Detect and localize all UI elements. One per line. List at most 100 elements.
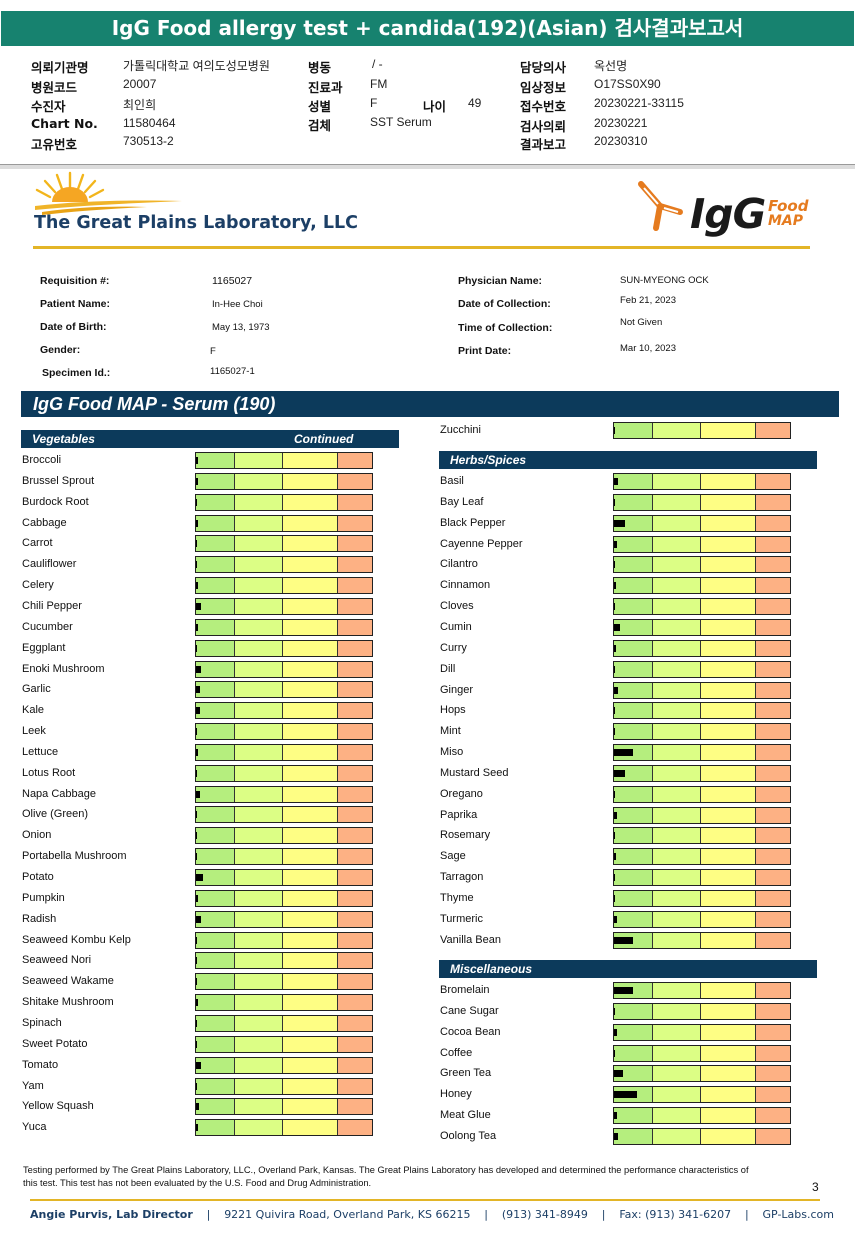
reactivity-bar bbox=[613, 422, 791, 439]
result-row: Turmeric bbox=[440, 910, 791, 928]
reactivity-zone bbox=[196, 849, 235, 865]
sex-label: 성별 bbox=[308, 99, 332, 114]
reactivity-level-marker bbox=[196, 728, 197, 736]
reactivity-zone bbox=[701, 1003, 756, 1019]
reactivity-zone bbox=[196, 1099, 235, 1115]
reactivity-zone bbox=[235, 682, 283, 698]
reactivity-zone bbox=[614, 828, 653, 844]
result-row: Meat Glue bbox=[440, 1107, 791, 1125]
reactivity-zone bbox=[756, 786, 790, 802]
food-name: Potato bbox=[22, 871, 54, 883]
result-row: Mint bbox=[440, 723, 791, 741]
reactivity-level-marker bbox=[614, 987, 633, 994]
reactivity-zone bbox=[756, 661, 790, 677]
reactivity-level-marker bbox=[196, 769, 197, 777]
reactivity-zone bbox=[756, 1024, 790, 1040]
reactivity-zone bbox=[653, 557, 701, 573]
reactivity-zone bbox=[653, 703, 701, 719]
reactivity-zone bbox=[614, 786, 653, 802]
reactivity-zone bbox=[235, 828, 283, 844]
reactivity-zone bbox=[701, 619, 756, 635]
patient-value: 최인희 bbox=[123, 98, 157, 112]
age-label: 나이 bbox=[423, 99, 447, 114]
food-name: Portabella Mushroom bbox=[22, 850, 127, 863]
reactivity-level-marker bbox=[196, 477, 198, 485]
reactivity-zone bbox=[614, 474, 653, 489]
reactivity-zone bbox=[701, 807, 756, 823]
reactivity-zone bbox=[283, 619, 338, 635]
reactivity-bar bbox=[195, 869, 373, 886]
food-name: Eggplant bbox=[22, 641, 66, 654]
result-row: Zucchini bbox=[440, 422, 791, 439]
reactivity-zone bbox=[235, 703, 283, 719]
reactivity-level-marker bbox=[614, 769, 625, 777]
reactivity-zone bbox=[283, 932, 338, 948]
reactivity-zone bbox=[701, 765, 756, 781]
reactivity-zone bbox=[756, 578, 790, 594]
reactivity-level-marker bbox=[614, 874, 615, 882]
patient-name-value: In-Hee Choi bbox=[212, 299, 263, 310]
reactivity-zone bbox=[338, 640, 372, 656]
reactivity-level-marker bbox=[196, 1019, 197, 1027]
reactivity-level-marker bbox=[196, 665, 201, 673]
reactivity-bar bbox=[195, 952, 373, 970]
reactivity-level-marker bbox=[614, 811, 617, 819]
reactivity-zone bbox=[196, 995, 235, 1011]
reactivity-zone bbox=[235, 557, 283, 573]
reactivity-bar bbox=[613, 910, 791, 928]
reactivity-zone bbox=[235, 911, 283, 927]
reactivity-zone bbox=[338, 473, 372, 489]
reactivity-level-marker bbox=[614, 519, 625, 527]
reactivity-zone bbox=[338, 557, 372, 573]
footer-separator: | bbox=[484, 1208, 489, 1221]
food-name: Spinach bbox=[22, 1016, 62, 1029]
miscellaneous-header: Miscellaneous bbox=[439, 960, 817, 978]
requisition-label: Requisition #: bbox=[40, 275, 110, 287]
reactivity-zone bbox=[283, 578, 338, 594]
food-name: Meat Glue bbox=[440, 1109, 491, 1122]
reactivity-level-marker bbox=[196, 811, 197, 819]
result-row: Celery bbox=[22, 577, 373, 595]
reactivity-zone bbox=[283, 765, 338, 781]
reactivity-zone bbox=[701, 661, 756, 677]
reactivity-zone bbox=[653, 1087, 701, 1103]
igg-brand-text: IgG bbox=[690, 190, 766, 238]
result-row: Ginger bbox=[440, 681, 791, 699]
food-name: Pumpkin bbox=[22, 891, 65, 904]
result-row: Thyme bbox=[440, 890, 791, 907]
food-name: Seaweed Nori bbox=[22, 954, 92, 967]
reactivity-zone bbox=[283, 703, 338, 719]
reactivity-zone bbox=[196, 744, 235, 760]
result-row: Green Tea bbox=[440, 1065, 791, 1083]
food-name: Mint bbox=[440, 725, 461, 738]
food-name: Cocoa Bean bbox=[440, 1025, 501, 1038]
reactivity-zone bbox=[196, 453, 235, 468]
lab-website[interactable]: GP-Labs.com bbox=[762, 1208, 834, 1221]
reactivity-zone bbox=[196, 807, 235, 823]
dob-value: May 13, 1973 bbox=[212, 322, 270, 333]
reactivity-zone bbox=[235, 1057, 283, 1073]
clinical-info-value: O17SS0X90 bbox=[594, 77, 661, 91]
food-name: Napa Cabbage bbox=[22, 787, 97, 800]
reactivity-bar bbox=[613, 982, 791, 999]
doctor-value: 옥선명 bbox=[594, 59, 628, 73]
reactivity-level-marker bbox=[196, 1082, 197, 1090]
food-name: Oolong Tea bbox=[440, 1129, 497, 1142]
reactivity-zone bbox=[614, 983, 653, 998]
food-name: Lettuce bbox=[22, 745, 59, 758]
food-name: Cloves bbox=[440, 600, 474, 613]
reactivity-zone bbox=[756, 1045, 790, 1061]
reactivity-zone bbox=[614, 494, 653, 510]
reactivity-zone bbox=[196, 890, 235, 906]
result-row: Shitake Mushroom bbox=[22, 994, 373, 1012]
reactivity-zone bbox=[701, 1024, 756, 1040]
reactivity-zone bbox=[756, 494, 790, 510]
result-row: Cocoa Bean bbox=[440, 1023, 791, 1041]
reactivity-level-marker bbox=[614, 603, 615, 611]
food-name: Cinnamon bbox=[440, 579, 491, 592]
reactivity-level-marker bbox=[196, 582, 198, 590]
reactivity-zone bbox=[235, 453, 283, 468]
reactivity-level-marker bbox=[614, 832, 615, 840]
reactivity-zone bbox=[235, 995, 283, 1011]
reactivity-level-marker bbox=[614, 582, 616, 590]
